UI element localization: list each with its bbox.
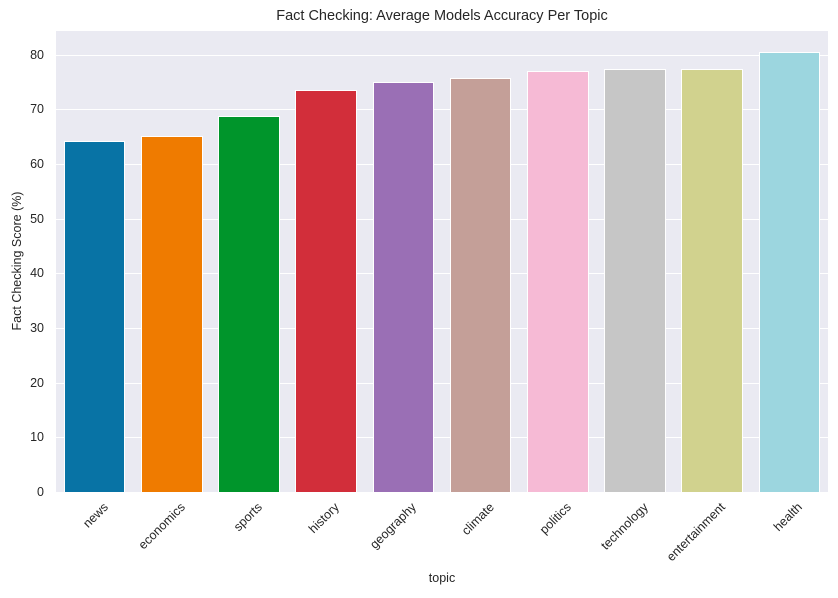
gridline [56,437,828,439]
gridline [56,163,828,165]
y-tick-label: 40 [30,266,44,281]
gridline [56,54,828,56]
bar-economics [140,136,203,492]
chart-title: Fact Checking: Average Models Accuracy P… [276,8,608,24]
x-tick-label: health [771,500,806,534]
y-tick-label: 0 [37,485,44,499]
bar-health [758,52,821,492]
gridline [56,327,828,329]
gridline [56,109,828,111]
x-tick-label: history [306,500,343,536]
bar-climate [449,78,512,492]
gridline [56,273,828,275]
y-tick-label: 80 [30,47,44,62]
gridline [56,382,828,384]
bar-technology [604,69,666,492]
plot-area [56,31,828,492]
y-tick-label: 70 [30,102,44,117]
y-tick-label: 10 [30,430,44,445]
bar-history [295,90,358,492]
y-axis-label: Fact Checking Score (%) [10,191,24,331]
x-tick-label: technology [598,500,651,553]
x-tick-label: economics [135,500,188,553]
bar-entertainment [681,69,744,492]
y-tick-label: 20 [30,375,44,390]
x-tick-label: sports [230,500,265,534]
x-axis-label: topic [428,571,456,585]
bar-politics [526,70,589,492]
y-tick-label: 30 [30,320,44,335]
x-tick-label: entertainment [664,500,729,564]
y-tick-label: 50 [30,211,44,226]
x-tick-label: news [79,500,111,531]
x-tick-label: climate [458,500,497,538]
x-tick-label: politics [536,500,574,537]
y-tick-label: 60 [30,156,44,171]
bar-sports [218,116,280,492]
bar-news [63,140,126,492]
bar-geography [372,81,435,492]
x-tick-label: geography [367,500,420,552]
gridline [56,218,828,220]
